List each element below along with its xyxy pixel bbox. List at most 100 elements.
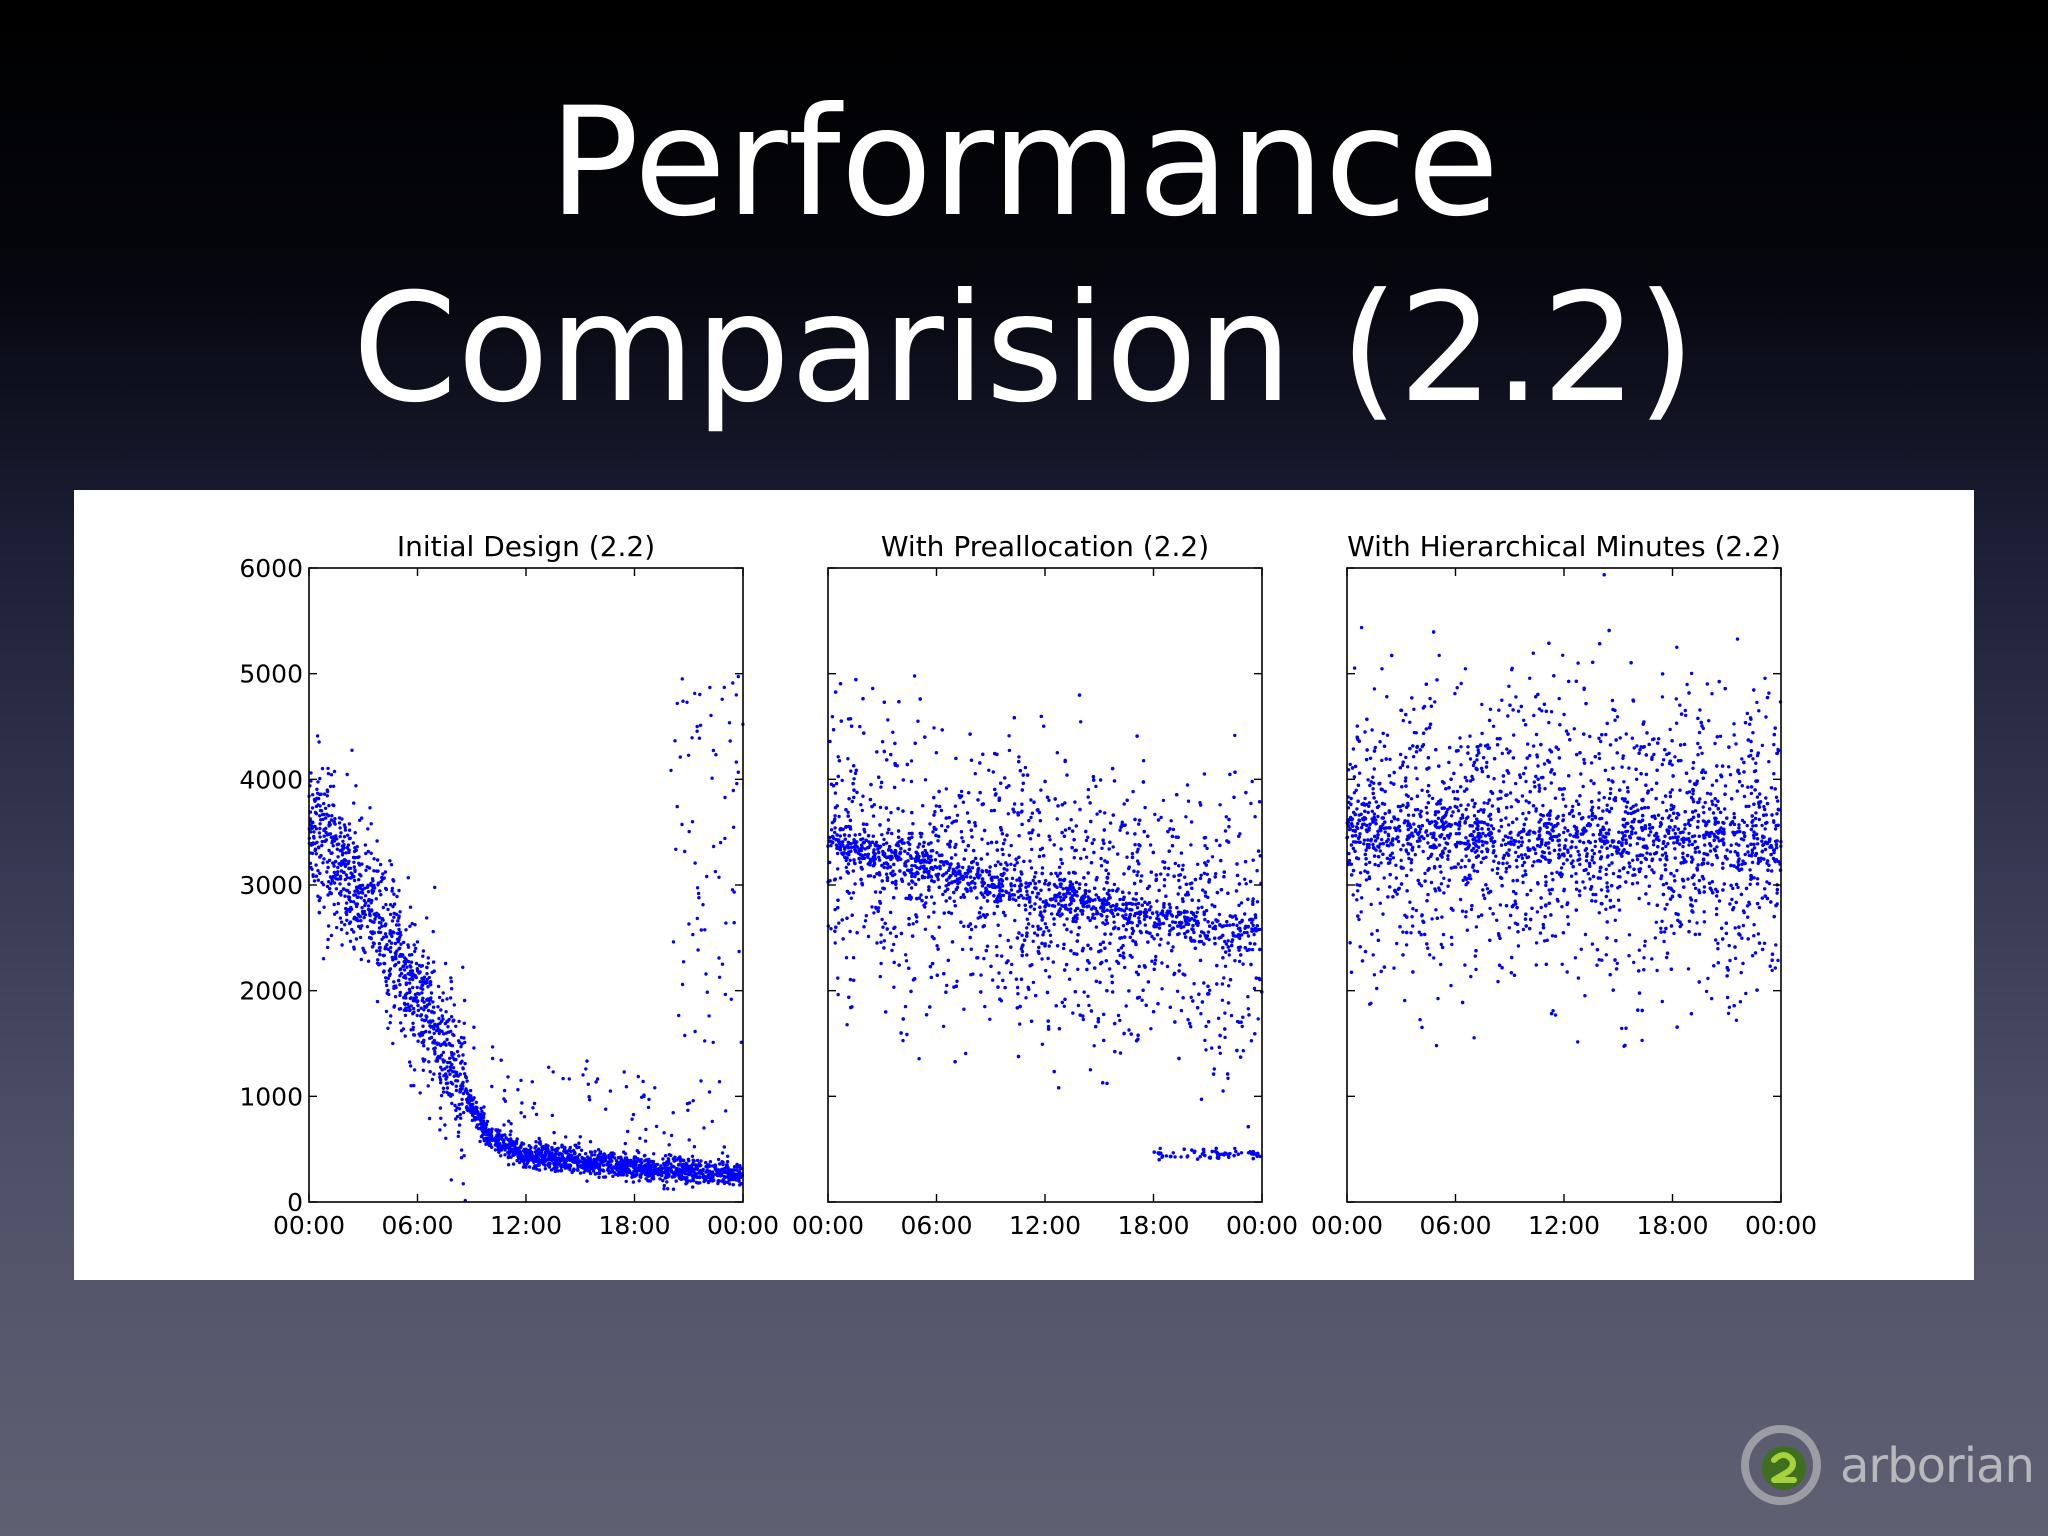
- scatter-point: [993, 787, 997, 792]
- scatter-point: [1039, 788, 1043, 792]
- scatter-point: [881, 925, 885, 929]
- scatter-point: [675, 804, 679, 809]
- scatter-point: [593, 1172, 597, 1176]
- scatter-point: [969, 947, 973, 951]
- scatter-point: [640, 1095, 644, 1099]
- scatter-point: [337, 821, 342, 825]
- scatter-points-2: [826, 674, 1264, 1162]
- scatter-point: [335, 925, 339, 930]
- scatter-point: [1025, 926, 1029, 930]
- scatter-point: [360, 906, 364, 910]
- scatter-point: [1047, 944, 1051, 948]
- scatter-point: [1215, 982, 1219, 986]
- scatter-point: [620, 1163, 624, 1167]
- scatter-point: [537, 1168, 542, 1172]
- scatter-point: [360, 862, 364, 866]
- scatter-point: [324, 830, 328, 835]
- scatter-point: [490, 1145, 494, 1149]
- scatter-point: [345, 772, 349, 777]
- scatter-point: [987, 768, 991, 772]
- scatter-point: [546, 1163, 551, 1168]
- scatter-point: [732, 890, 736, 894]
- scatter-point: [1224, 942, 1229, 946]
- scatter-point: [392, 931, 396, 935]
- scatter-point: [658, 1177, 662, 1181]
- scatter-point: [1018, 1022, 1022, 1026]
- y-tick-label: 6000: [239, 554, 303, 583]
- scatter-point: [318, 826, 322, 831]
- scatter-point: [332, 912, 337, 916]
- scatter-point: [374, 913, 378, 918]
- scatter-point: [445, 1065, 449, 1069]
- scatter-point: [724, 921, 728, 925]
- scatter-point: [448, 1060, 452, 1065]
- scatter-point: [928, 822, 932, 826]
- scatter-point: [1258, 927, 1262, 932]
- scatter-point: [1151, 850, 1156, 855]
- scatter-point: [373, 917, 377, 921]
- scatter-point: [737, 949, 741, 954]
- scatter-point: [324, 816, 328, 820]
- scatter-point: [431, 929, 435, 934]
- scatter-point: [519, 1144, 523, 1148]
- scatter-point: [455, 1049, 460, 1054]
- scatter-point: [1227, 948, 1232, 953]
- scatter-point: [736, 674, 740, 679]
- scatter-point: [873, 890, 878, 894]
- scatter-point: [1227, 825, 1231, 829]
- scatter-point: [972, 876, 977, 880]
- scatter-point: [460, 1042, 464, 1046]
- scatter-point: [662, 1183, 666, 1188]
- scatter-point: [338, 916, 343, 920]
- scatter-point: [1086, 787, 1091, 792]
- scatter-point: [694, 1165, 699, 1169]
- scatter-point: [1118, 1018, 1122, 1023]
- scatter-point: [384, 935, 389, 939]
- scatter-point: [344, 873, 348, 877]
- scatter-point: [1166, 873, 1170, 877]
- scatter-point: [695, 1158, 700, 1163]
- scatter-point: [970, 866, 975, 870]
- scatter-point: [1105, 908, 1109, 912]
- scatter-point: [507, 1119, 511, 1123]
- scatter-point: [1246, 934, 1251, 938]
- scatter-point: [583, 1159, 587, 1163]
- scatter-point: [316, 894, 320, 898]
- scatter-point: [1069, 930, 1073, 934]
- scatter-point: [432, 1031, 436, 1036]
- scatter-point: [457, 1019, 461, 1024]
- scatter-point: [402, 968, 407, 972]
- scatter-point: [731, 681, 735, 685]
- scatter-point: [1047, 887, 1051, 892]
- scatter-point: [1040, 1042, 1045, 1046]
- scatter-point: [704, 1164, 708, 1169]
- scatter-point: [1050, 912, 1054, 916]
- scatter-point: [1162, 905, 1166, 909]
- scatter-point: [436, 1005, 440, 1009]
- scatter-point: [1040, 941, 1044, 946]
- scatter-point: [376, 881, 381, 885]
- scatter-point: [1044, 878, 1048, 883]
- scatter-point: [310, 806, 315, 810]
- scatter-point: [366, 849, 370, 854]
- scatter-point: [439, 1093, 444, 1098]
- scatter-point: [463, 1061, 467, 1066]
- scatter-point: [443, 1123, 447, 1127]
- scatter-point: [1148, 843, 1153, 847]
- scatter-point: [422, 1044, 426, 1048]
- scatter-point: [1009, 888, 1014, 892]
- scatter-point: [850, 799, 854, 804]
- scatter-point: [980, 877, 985, 881]
- scatter-point: [971, 972, 975, 976]
- scatter-point: [327, 880, 331, 884]
- scatter-point: [677, 1013, 681, 1018]
- scatter-point: [1086, 795, 1090, 799]
- scatter-point: [623, 1159, 627, 1163]
- scatter-point: [1001, 841, 1006, 846]
- scatter-point: [852, 795, 856, 800]
- scatter-point: [1246, 1007, 1251, 1011]
- scatter-point: [407, 981, 412, 985]
- scatter-point: [911, 922, 915, 926]
- scatter-point: [350, 927, 354, 932]
- scatter-point: [699, 928, 703, 932]
